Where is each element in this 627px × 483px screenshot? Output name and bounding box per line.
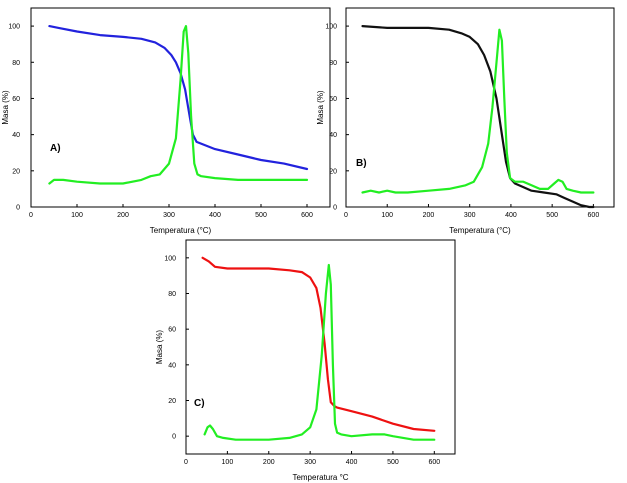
x-tick-label: 300: [304, 459, 316, 466]
y-tick-label: 0: [172, 434, 176, 441]
y-tick-label: 40: [168, 362, 176, 369]
x-tick-label: 100: [71, 212, 83, 219]
y-tick-label: 0: [16, 205, 20, 212]
panel-label: A): [50, 143, 61, 154]
panel-a: 0 100 200 300 400 500 600 0 20 40 60 80 100 Temperatu…: [1, 7, 331, 235]
x-axis-title: Temperatura (°C): [449, 226, 511, 235]
y-tick-label: 100: [325, 24, 337, 31]
series-line-2: [48, 25, 309, 185]
x-tick-label: 0: [344, 212, 348, 219]
x-tick-label: 400: [209, 212, 221, 219]
x-tick-label: 300: [163, 212, 175, 219]
x-tick-label: 300: [464, 212, 476, 219]
series-line-2: [203, 263, 436, 441]
x-tick-label: 600: [588, 212, 600, 219]
y-tick-label: 40: [329, 132, 337, 139]
x-tick-label: 0: [29, 212, 33, 219]
plot-frame: [185, 239, 456, 455]
x-tick-label: 100: [222, 459, 234, 466]
y-tick-label: 40: [12, 132, 20, 139]
y-tick-label: 60: [168, 327, 176, 334]
x-tick-label: 400: [346, 459, 358, 466]
x-tick-label: 0: [184, 459, 188, 466]
y-tick-label: 60: [12, 96, 20, 103]
y-tick-label: 0: [333, 205, 337, 212]
x-tick-label: 500: [546, 212, 558, 219]
x-tick-label: 500: [387, 459, 399, 466]
plot-frame: [30, 7, 331, 208]
panel-label: C): [194, 398, 205, 409]
x-tick-label: 500: [255, 212, 267, 219]
y-axis-title: Masa (%): [316, 90, 325, 125]
y-axis-title: Masa (%): [1, 90, 10, 125]
x-axis-title: Temperatura °C: [292, 473, 348, 482]
y-tick-label: 20: [329, 168, 337, 175]
y-tick-label: 80: [168, 291, 176, 298]
x-tick-label: 200: [117, 212, 129, 219]
y-tick-label: 60: [329, 96, 337, 103]
y-tick-label: 100: [8, 24, 20, 31]
x-tick-label: 200: [263, 459, 275, 466]
y-axis-title: Masa (%): [155, 330, 164, 365]
y-tick-label: 80: [329, 60, 337, 67]
y-tick-label: 100: [164, 255, 176, 262]
y-tick-label: 20: [12, 168, 20, 175]
panel-c: 0 100 200 300 400 500 600 0 20 40 60 80 100 Temperatu…: [155, 239, 456, 482]
x-axis-title: Temperatura (°C): [150, 226, 212, 235]
panel-b: 0 100 200 300 400 500 600 0 20 40 60 80 100 Temperatu…: [316, 7, 615, 235]
x-tick-label: 400: [505, 212, 517, 219]
y-tick-label: 80: [12, 60, 20, 67]
series-line-1: [361, 25, 595, 209]
panel-label: B): [356, 158, 367, 169]
x-tick-label: 600: [301, 212, 313, 219]
series-line-2: [361, 28, 595, 194]
x-tick-label: 100: [381, 212, 393, 219]
y-tick-label: 20: [168, 398, 176, 405]
series-line-1: [201, 256, 436, 432]
x-tick-label: 200: [423, 212, 435, 219]
plot-frame: [345, 7, 615, 208]
x-tick-label: 600: [428, 459, 440, 466]
